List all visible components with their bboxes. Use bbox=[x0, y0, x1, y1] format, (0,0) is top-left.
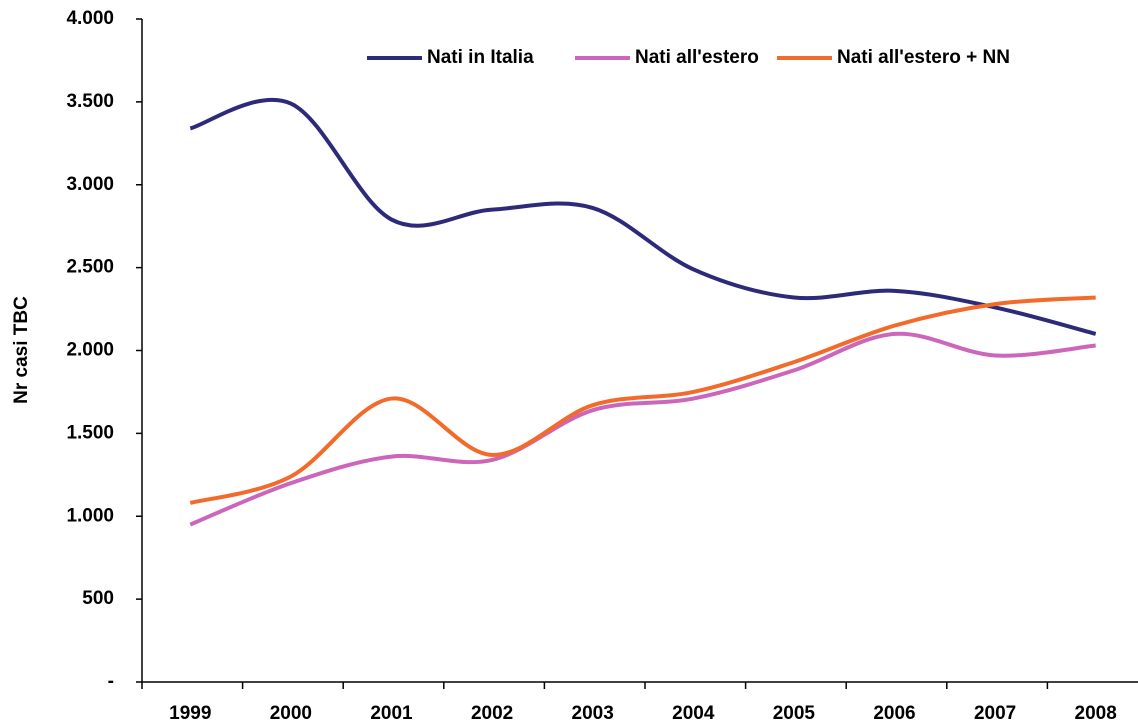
x-tick-label: 2007 bbox=[974, 703, 1016, 724]
x-tick-label: 2001 bbox=[370, 703, 413, 724]
series-line bbox=[189, 331, 1096, 527]
x-tick-label: 1999 bbox=[169, 703, 211, 724]
x-tick-label: 2002 bbox=[471, 703, 513, 724]
x-tick-label: 2008 bbox=[1075, 703, 1117, 724]
y-tick-label: 4.000 bbox=[66, 8, 114, 29]
y-tick-label: 3.500 bbox=[66, 91, 114, 112]
y-tick-label: 3.000 bbox=[66, 174, 114, 195]
x-tick-label: 2004 bbox=[672, 703, 715, 724]
series-line bbox=[189, 295, 1096, 505]
legend-label: Nati all'estero bbox=[635, 47, 759, 68]
x-tick-label: 2006 bbox=[873, 703, 915, 724]
y-tick-label: 500 bbox=[82, 588, 114, 609]
legend-label: Nati in Italia bbox=[427, 47, 534, 68]
series-line bbox=[189, 97, 1097, 336]
y-tick-label: 1.000 bbox=[66, 505, 114, 526]
y-tick-label: 2.000 bbox=[66, 340, 114, 361]
y-tick-label: 1.500 bbox=[66, 422, 114, 443]
x-tick-label: 2005 bbox=[773, 703, 816, 724]
x-tick-label: 2003 bbox=[572, 703, 614, 724]
y-tick-label: 2.500 bbox=[66, 257, 114, 278]
y-tick-label: - bbox=[108, 671, 114, 692]
y-axis-title: Nr casi TBC bbox=[11, 296, 32, 404]
x-tick-label: 2000 bbox=[270, 703, 312, 724]
legend-label: Nati all'estero + NN bbox=[837, 47, 1010, 68]
